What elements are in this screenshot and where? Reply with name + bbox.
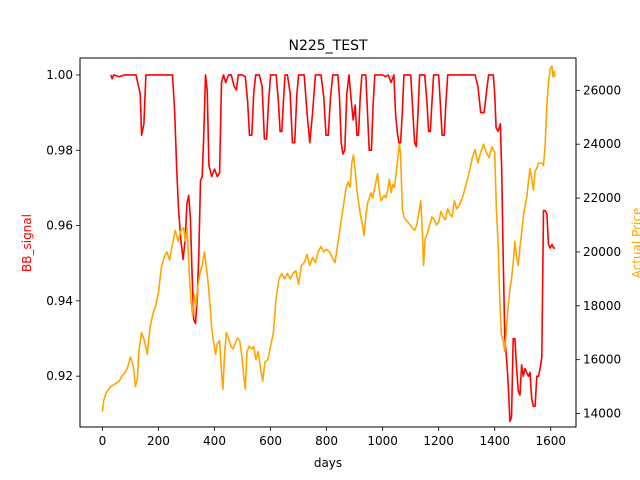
x-axis-label: days xyxy=(314,456,342,470)
right-y-tick-label: 16000 xyxy=(583,353,621,367)
chart-title: N225_TEST xyxy=(288,38,367,54)
x-tick-label: 800 xyxy=(315,434,338,448)
x-tick-label: 1000 xyxy=(367,434,398,448)
plot-frame xyxy=(79,57,577,428)
left-y-tick-label: 0.92 xyxy=(46,369,73,383)
x-tick-label: 600 xyxy=(259,434,282,448)
left-y-tick-label: 0.98 xyxy=(46,143,73,157)
ticks-layer: 0 200 400 600 800 1000 1200 1400 1600 0.92 0.94 0.9… xyxy=(46,68,621,448)
left-y-tick-label: 1.00 xyxy=(46,68,73,82)
left-y-axis-label: BB_signal xyxy=(20,214,34,272)
right-y-tick-label: 22000 xyxy=(583,191,621,205)
right-y-tick-label: 18000 xyxy=(583,299,621,313)
right-y-axis-label: Actual Price xyxy=(630,208,640,279)
x-tick-label: 200 xyxy=(147,434,170,448)
left-y-tick-label: 0.96 xyxy=(46,219,73,233)
series-line-left xyxy=(110,74,555,423)
right-y-tick-label: 24000 xyxy=(583,137,621,151)
series-layer xyxy=(101,65,556,423)
right-y-tick-label: 14000 xyxy=(583,407,621,421)
x-tick-label: 1400 xyxy=(479,434,510,448)
x-tick-label: 1200 xyxy=(423,434,454,448)
x-tick-label: 400 xyxy=(203,434,226,448)
left-y-tick-label: 0.94 xyxy=(46,294,73,308)
x-tick-label: 0 xyxy=(99,434,107,448)
x-tick-label: 1600 xyxy=(536,434,567,448)
right-y-tick-label: 26000 xyxy=(583,83,621,97)
right-y-tick-label: 20000 xyxy=(583,245,621,259)
series-line-right xyxy=(101,65,556,413)
